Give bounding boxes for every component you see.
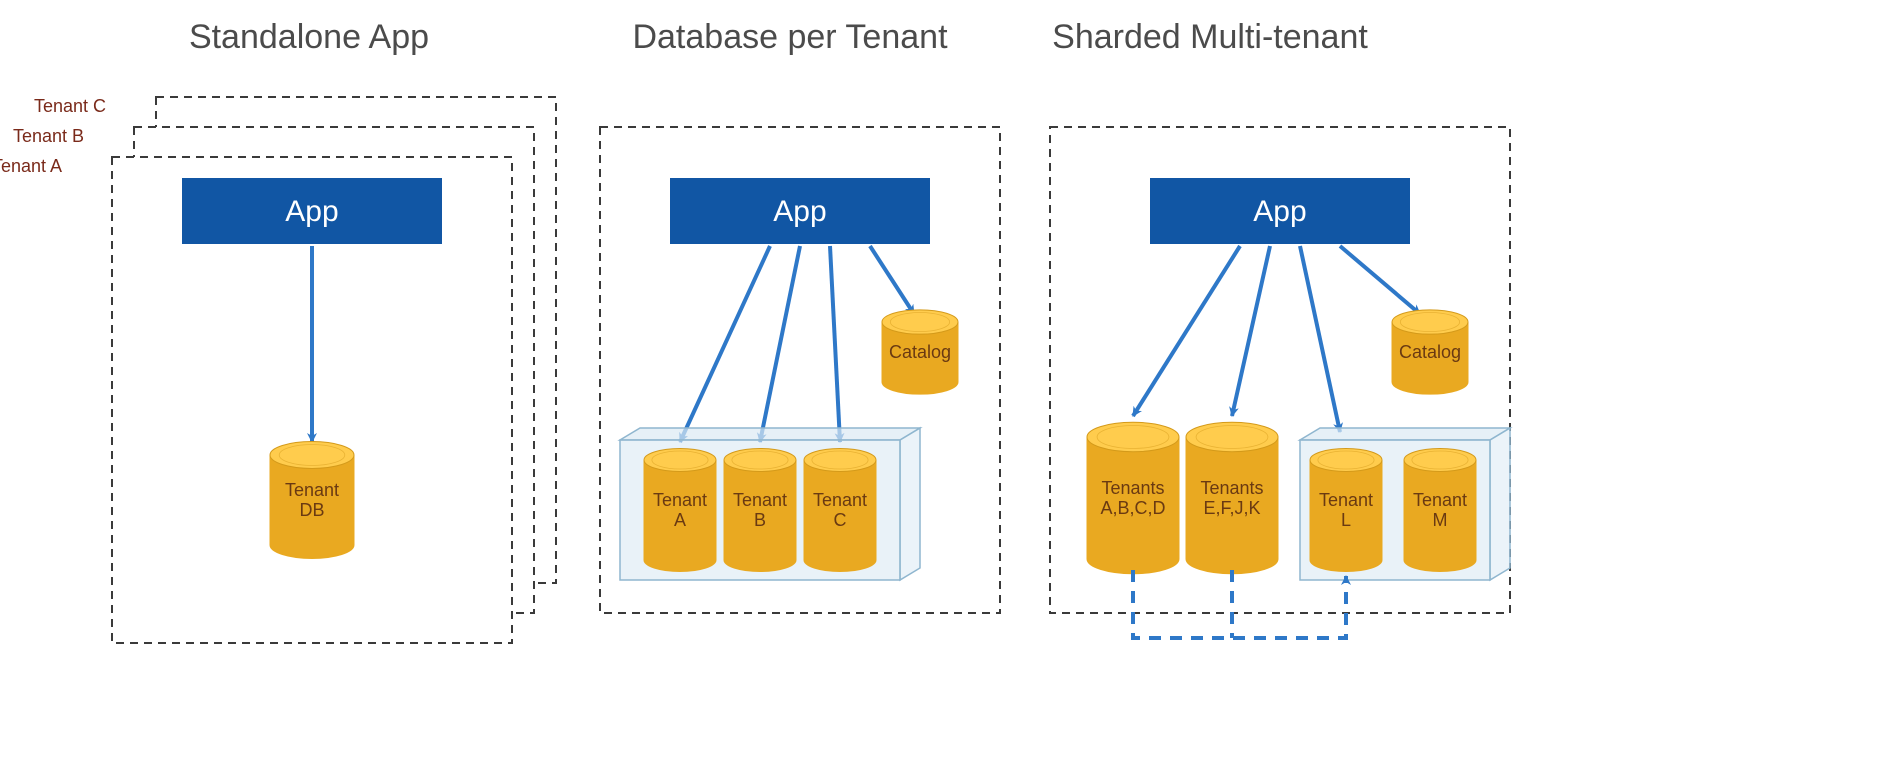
catalog-db: Catalog [1392, 310, 1468, 394]
svg-text:App: App [285, 195, 338, 228]
svg-text:Tenant: Tenant [813, 490, 867, 510]
svg-text:App: App [1253, 195, 1306, 228]
svg-text:Catalog: Catalog [1399, 342, 1461, 362]
tenant-db: TenantA [644, 448, 716, 571]
panel-title: Standalone App [189, 18, 429, 56]
panel-title: Database per Tenant [632, 18, 948, 56]
svg-text:E,F,J,K: E,F,J,K [1203, 498, 1260, 518]
svg-text:Tenants: Tenants [1101, 478, 1164, 498]
tenant-db: TenantDB [270, 442, 354, 559]
svg-text:A,B,C,D: A,B,C,D [1100, 498, 1165, 518]
svg-text:Tenant: Tenant [653, 490, 707, 510]
tenant-stack-label: Tenant A [0, 156, 62, 176]
svg-text:Tenant: Tenant [1319, 490, 1373, 510]
tenant-db: TenantsA,B,C,D [1087, 422, 1179, 573]
tenant-stack-label: Tenant C [34, 96, 106, 116]
svg-text:B: B [754, 510, 766, 530]
svg-text:C: C [834, 510, 847, 530]
panel-title: Sharded Multi-tenant [1052, 18, 1368, 56]
svg-text:Tenants: Tenants [1200, 478, 1263, 498]
tenant-db: TenantB [724, 448, 796, 571]
tenant-db: TenantM [1404, 448, 1476, 571]
app-box: App [1150, 178, 1410, 244]
tenant-db: TenantL [1310, 448, 1382, 571]
tenant-db: TenantC [804, 448, 876, 571]
app-box: App [670, 178, 930, 244]
svg-text:App: App [773, 195, 826, 228]
svg-text:A: A [674, 510, 686, 530]
panel-sharded: Sharded Multi-tenantAppCatalogTenantsA,B… [1050, 18, 1510, 638]
app-box: App [182, 178, 442, 244]
svg-text:M: M [1433, 510, 1448, 530]
catalog-db: Catalog [882, 310, 958, 394]
panel-db-per-tenant: Database per TenantAppCatalogTenantATena… [600, 18, 1000, 613]
svg-text:Tenant: Tenant [733, 490, 787, 510]
svg-text:Tenant: Tenant [285, 480, 339, 500]
panel-standalone: Standalone App Tenant C Tenant B Tenant A Ap… [0, 18, 556, 643]
svg-text:DB: DB [299, 500, 324, 520]
svg-text:Tenant: Tenant [1413, 490, 1467, 510]
tenant-stack-label: Tenant B [13, 126, 84, 146]
svg-text:Catalog: Catalog [889, 342, 951, 362]
svg-text:L: L [1341, 510, 1351, 530]
tenant-db: TenantsE,F,J,K [1186, 422, 1278, 573]
